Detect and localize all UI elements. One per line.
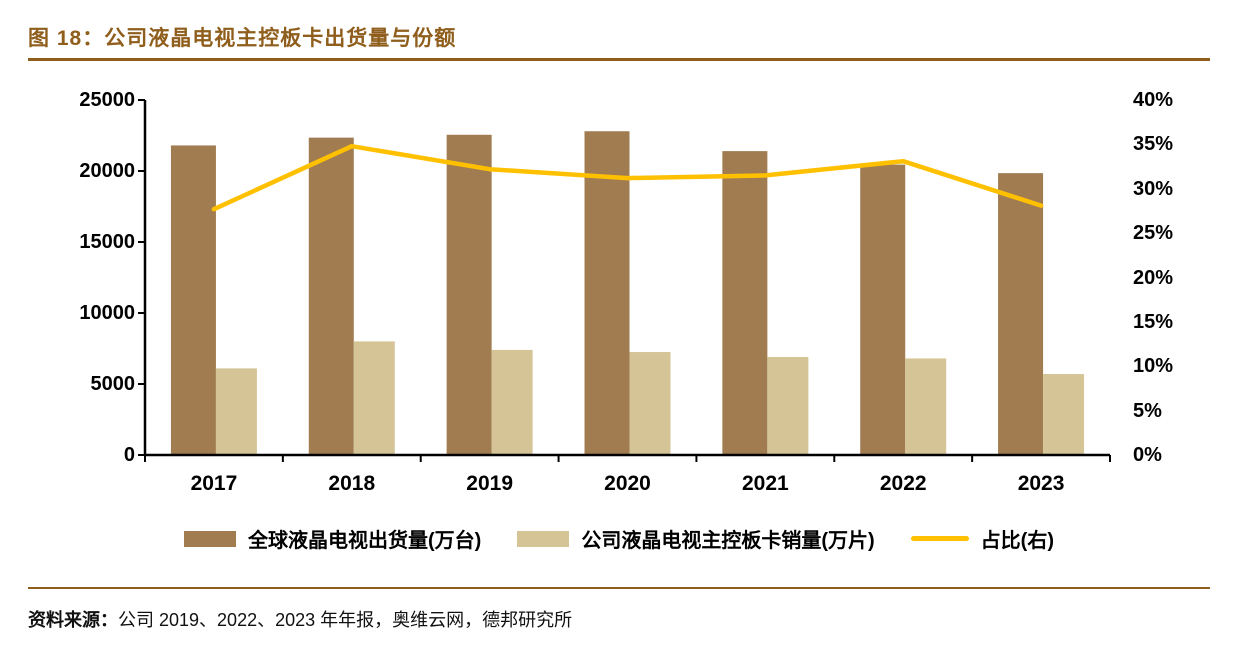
bar-global-shipments (446, 134, 492, 455)
legend-item-company-sales: 公司液晶电视主控板卡销量(万片) (517, 524, 875, 553)
right-axis-tick-label: 15% (1133, 310, 1174, 333)
right-axis-tick-label: 20% (1133, 266, 1174, 289)
left-axis-tick-label: 5000 (90, 373, 136, 395)
bar-company-sales (491, 349, 533, 455)
right-axis-tick-label: 40% (1133, 89, 1174, 111)
right-axis-tick-label: 10% (1133, 355, 1174, 378)
figure-title: 图 18：公司液晶电视主控板卡出货量与份额 (28, 27, 457, 50)
right-axis-tick-label: 0% (1133, 444, 1162, 466)
legend: 全球液晶电视出货量(万台) 公司液晶电视主控板卡销量(万片) 占比(右) (0, 524, 1238, 553)
footer-rule (28, 587, 1210, 589)
legend-item-global-shipments: 全球液晶电视出货量(万台) (184, 524, 481, 553)
x-axis-label: 2018 (328, 472, 376, 495)
x-axis-labels: 2017 2018 2019 2020 2021 2022 2023 (0, 472, 1238, 500)
x-axis-label: 2019 (466, 472, 513, 495)
right-axis-tick-label: 25% (1133, 222, 1174, 245)
share-line (211, 143, 1044, 212)
legend-label-global-shipments: 全球液晶电视出货量(万台) (248, 530, 482, 552)
x-axis-label: 2020 (604, 472, 651, 495)
x-axis-label: 2017 (190, 472, 238, 495)
x-axis-label: 2021 (741, 472, 789, 495)
bar-company-sales (215, 368, 257, 455)
bar-global-shipments (170, 145, 216, 455)
bar-global-shipments (998, 173, 1044, 455)
right-axis-tick-label: 5% (1133, 399, 1162, 422)
left-axis-tick-label: 15000 (79, 231, 135, 253)
legend-item-share: 占比(右) (910, 524, 1054, 553)
left-axis-tick-label: 20000 (79, 160, 135, 182)
right-axis-tick-label: 35% (1133, 133, 1174, 156)
bar-global-shipments (584, 131, 630, 456)
left-axis-tick-label: 25000 (79, 89, 135, 111)
title-rule (28, 58, 1210, 61)
legend-swatch-share-line (910, 536, 969, 541)
right-axis-tick-label: 30% (1133, 177, 1174, 200)
source-note: 资料来源：公司 2019、2022、2023 年年报，奥维云网，德邦研究所 (28, 606, 572, 632)
legend-label-company-sales: 公司液晶电视主控板卡销量(万片) (581, 530, 875, 552)
bar-company-sales (767, 357, 809, 455)
bar-global-shipments (308, 137, 354, 455)
source-label: 资料来源： (28, 610, 118, 630)
left-axis-labels: 0 5000 10000 15000 20000 25000 (25, 0, 135, 480)
bar-global-shipments (860, 164, 906, 456)
legend-swatch-company-sales (517, 530, 570, 547)
legend-label-share: 占比(右) (980, 530, 1054, 552)
right-axis-labels: 0% 5% 10% 15% 20% 25% 30% 35% 40% (1133, 0, 1223, 480)
x-axis-label: 2023 (1017, 472, 1065, 495)
bar-company-sales (905, 358, 947, 455)
x-axis-label: 2022 (879, 472, 927, 495)
bar-company-sales (1043, 374, 1085, 455)
bar-company-sales (629, 352, 671, 455)
source-text: 公司 2019、2022、2023 年年报，奥维云网，德邦研究所 (118, 610, 573, 630)
legend-swatch-global-shipments (184, 530, 236, 547)
plot-area (138, 99, 1111, 462)
bar-company-sales (353, 341, 395, 455)
bar-global-shipments (722, 151, 768, 455)
left-axis-tick-label: 10000 (79, 302, 135, 324)
left-axis-tick-label: 0 (123, 444, 135, 466)
